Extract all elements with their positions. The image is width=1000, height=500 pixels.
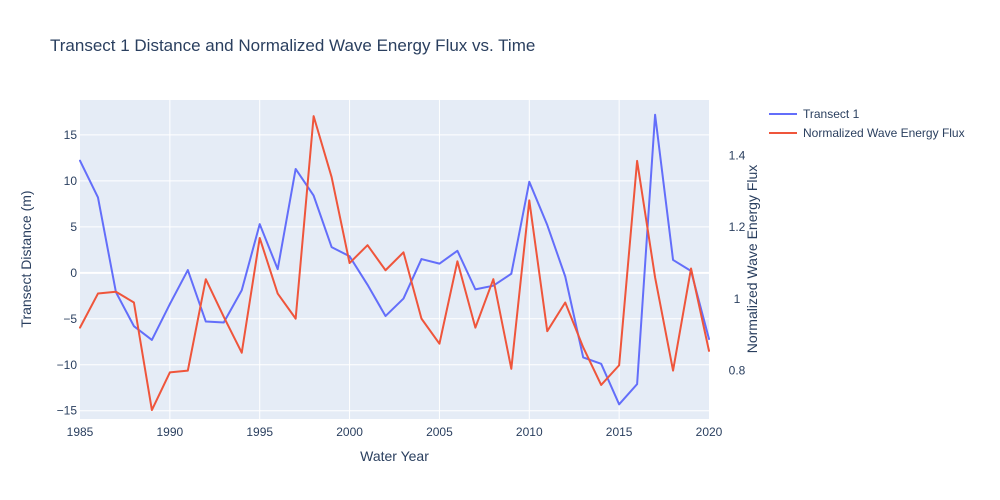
y-tick-label: 10 (64, 174, 78, 188)
y2-tick-label: 0.8 (729, 364, 746, 378)
legend: Transect 1 Normalized Wave Energy Flux (769, 107, 965, 140)
y2-tick-labels: 0.8 1 1.2 1.4 (729, 149, 746, 378)
y2-axis-title: Normalized Wave Energy Flux (744, 165, 760, 354)
x-tick-label: 2020 (696, 425, 723, 439)
x-tick-label: 1985 (67, 425, 94, 439)
y-tick-labels: −15 −10 −5 0 5 10 15 (57, 128, 78, 418)
y-tick-label: −5 (63, 312, 77, 326)
x-tick-label: 1990 (157, 425, 184, 439)
legend-label[interactable]: Transect 1 (803, 107, 860, 121)
y-tick-label: −15 (57, 404, 78, 418)
y-tick-label: −10 (57, 358, 78, 372)
y2-tick-label: 1 (734, 292, 741, 306)
x-tick-labels: 1985 1990 1995 2000 2005 2010 2015 2020 (67, 425, 723, 439)
series-line-transect-1 (79, 113, 710, 406)
chart-title: Transect 1 Distance and Normalized Wave … (50, 36, 535, 55)
x-tick-label: 2005 (426, 425, 453, 439)
x-axis-title: Water Year (360, 448, 429, 464)
x-tick-label: 2000 (336, 425, 363, 439)
x-tick-label: 2015 (606, 425, 633, 439)
y-tick-label: 5 (70, 220, 77, 234)
x-tick-label: 2010 (516, 425, 543, 439)
y-tick-label: 0 (70, 266, 77, 280)
y-tick-label: 15 (64, 128, 78, 142)
legend-label[interactable]: Normalized Wave Energy Flux (803, 126, 965, 140)
y-gridlines (80, 134, 709, 412)
series-layer (79, 113, 710, 412)
y2-tick-label: 1.2 (729, 220, 746, 234)
series-line-wave-energy-flux (79, 115, 710, 412)
y-axis-title: Transect Distance (m) (18, 190, 34, 327)
x-tick-label: 1995 (246, 425, 273, 439)
y2-tick-label: 1.4 (729, 149, 746, 163)
plot-background (80, 100, 709, 419)
